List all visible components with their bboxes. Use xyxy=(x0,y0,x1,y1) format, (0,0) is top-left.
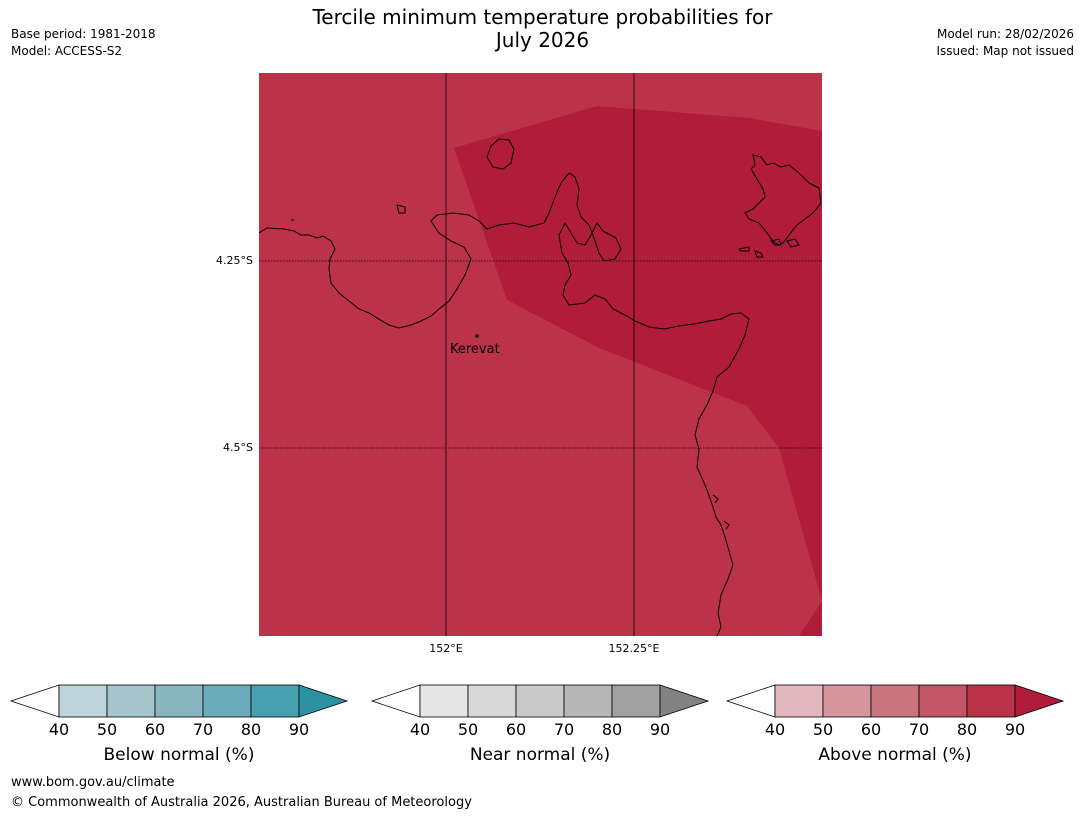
below-tick-40: 40 xyxy=(48,720,70,739)
colorbar-above-bin-50-60 xyxy=(822,684,872,718)
lon-label-152: 152°E xyxy=(429,642,463,655)
footer-url[interactable]: www.bom.gov.au/climate xyxy=(11,775,175,790)
colorbar-above-arrow-low xyxy=(725,684,776,718)
colorbar-above-bin-70-80 xyxy=(918,684,968,718)
map-title: Tercile minimum temperature probabilitie… xyxy=(0,6,1085,52)
colorbar-below-bin-70-80 xyxy=(202,684,252,718)
coastline xyxy=(259,138,822,636)
near-tick-50: 50 xyxy=(457,720,479,739)
above-tick-40: 40 xyxy=(764,720,786,739)
colorbar-above-bin-80-90 xyxy=(966,684,1016,718)
colorbar-near-bin-80-90 xyxy=(611,684,661,718)
near-tick-60: 60 xyxy=(505,720,527,739)
colorbar-title-above: Above normal (%) xyxy=(818,745,972,765)
issued-status: Issued: Map not issued xyxy=(936,44,1074,58)
title-line-2: July 2026 xyxy=(495,28,590,52)
colorbar-above-arrow-high xyxy=(1014,684,1065,718)
below-tick-60: 60 xyxy=(144,720,166,739)
colorbar-below-bin-60-70 xyxy=(154,684,204,718)
below-tick-70: 70 xyxy=(192,720,214,739)
above-tick-50: 50 xyxy=(812,720,834,739)
colorbar-title-near: Near normal (%) xyxy=(469,745,611,765)
below-tick-50: 50 xyxy=(96,720,118,739)
meta-left: Base period: 1981-2018 Model: ACCESS-S2 xyxy=(11,26,156,60)
colorbar-above-bin-60-70 xyxy=(870,684,920,718)
colorbar-above-bin-40-50 xyxy=(774,684,824,718)
colorbar-near-bin-70-80 xyxy=(563,684,613,718)
colorbar-near-arrow-high xyxy=(659,684,710,718)
place-label-kerevat: Kerevat xyxy=(450,342,500,357)
map-high-prob-region xyxy=(454,106,822,636)
colorbar-below-arrow-low xyxy=(9,684,60,718)
below-tick-80: 80 xyxy=(240,720,262,739)
colorbar-near-arrow-low xyxy=(370,684,421,718)
above-tick-90: 90 xyxy=(1004,720,1026,739)
lon-label-152-25: 152.25°E xyxy=(608,642,660,655)
footer-copyright: © Commonwealth of Australia 2026, Austra… xyxy=(11,795,472,810)
colorbar-near-bin-50-60 xyxy=(467,684,517,718)
colorbar-near-bin-60-70 xyxy=(515,684,565,718)
below-tick-90: 90 xyxy=(288,720,310,739)
colorbar-below-bin-40-50 xyxy=(58,684,108,718)
near-tick-80: 80 xyxy=(601,720,623,739)
above-tick-60: 60 xyxy=(860,720,882,739)
base-period: Base period: 1981-2018 xyxy=(11,27,156,41)
title-line-1: Tercile minimum temperature probabilitie… xyxy=(312,5,773,29)
colorbar-below-bin-80-90 xyxy=(250,684,300,718)
kerevat-marker xyxy=(475,334,479,338)
colorbar-below-arrow-high xyxy=(298,684,349,718)
colorbar-near-bin-40-50 xyxy=(419,684,469,718)
lat-label-4-25: 4.25°S xyxy=(216,254,253,267)
colorbar-below-bin-50-60 xyxy=(106,684,156,718)
model-run: Model run: 28/02/2026 xyxy=(936,27,1074,41)
near-tick-40: 40 xyxy=(409,720,431,739)
near-tick-90: 90 xyxy=(649,720,671,739)
colorbar-below-normal xyxy=(9,684,1065,718)
above-tick-80: 80 xyxy=(956,720,978,739)
model-name: Model: ACCESS-S2 xyxy=(11,44,123,58)
colorbar-title-below: Below normal (%) xyxy=(103,745,255,765)
lat-label-4-5: 4.5°S xyxy=(223,441,253,454)
above-tick-70: 70 xyxy=(908,720,930,739)
map-panel xyxy=(259,73,822,636)
near-tick-70: 70 xyxy=(553,720,575,739)
meta-right: Model run: 28/02/2026 Issued: Map not is… xyxy=(936,26,1074,60)
